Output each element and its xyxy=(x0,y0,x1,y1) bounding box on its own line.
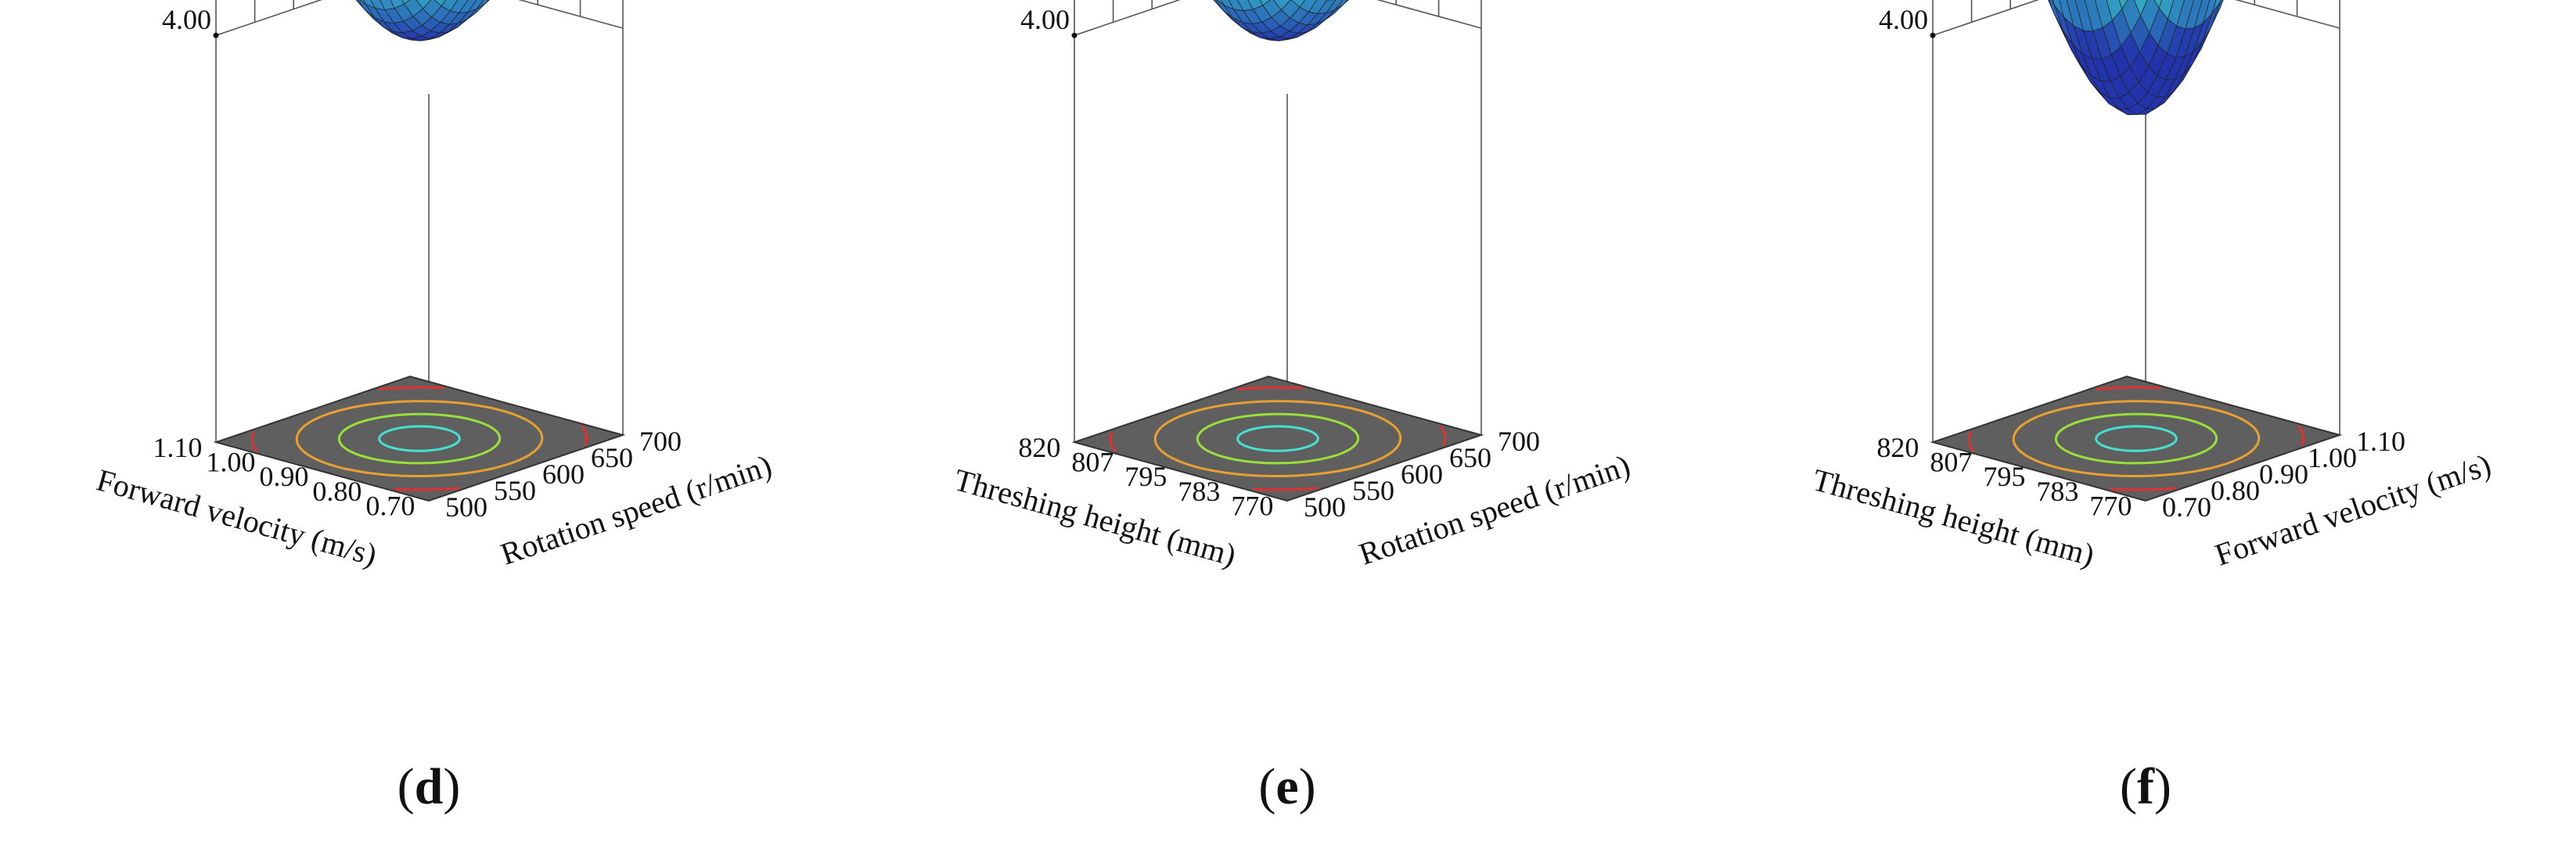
panel-e: 6.505.885.254.634.00Impurity rate (%) 820… xyxy=(858,0,1717,845)
right-tick-label-e: 500 xyxy=(1304,491,1346,523)
z-axis-d: 6.505.885.254.634.00Impurity rate (%) xyxy=(162,4,219,38)
surface-cell-f xyxy=(2134,0,2148,16)
left-tick-label-d: 1.10 xyxy=(153,432,202,463)
response-surface-d xyxy=(355,0,490,41)
contour-line-d-1 xyxy=(378,425,461,452)
left-tick-label-e: 783 xyxy=(1178,476,1220,507)
surface-plot-f: 6.505.885.254.634.00Impurity rate (%) 820… xyxy=(1809,0,2495,573)
left-tick-label-e: 807 xyxy=(1071,447,1114,478)
right-tick-label-f: 0.70 xyxy=(2162,491,2211,523)
left-tick-label-f: 807 xyxy=(1930,447,1972,478)
surface-cell-e xyxy=(1290,0,1306,8)
back-walls-d xyxy=(215,0,624,501)
right-tick-label-f: 0.90 xyxy=(2259,458,2308,490)
surface-cell-f xyxy=(2118,0,2128,10)
surface-cell-d xyxy=(416,0,432,9)
panel-caption-e: (e) xyxy=(1258,758,1316,815)
contour-line-e-3 xyxy=(1153,400,1402,477)
z-axis-e: 6.505.885.254.634.00Impurity rate (%) xyxy=(1020,4,1078,38)
z-tick-mark-d xyxy=(213,32,219,38)
z-tick-label-d: 4.00 xyxy=(162,4,211,35)
left-tick-label-f: 770 xyxy=(2089,491,2132,522)
response-surface-f xyxy=(2048,0,2224,115)
right-tick-label-d: 700 xyxy=(639,426,682,457)
left-tick-label-e: 770 xyxy=(1231,491,1273,522)
contour-floor-f xyxy=(1930,376,2343,502)
surface-cell-e xyxy=(1273,0,1291,11)
contour-line-d-4 xyxy=(250,386,588,491)
surface-cell-e xyxy=(1247,0,1264,10)
surface-cell-d xyxy=(390,0,405,9)
surface-cell-f xyxy=(2106,0,2123,21)
left-tick-label-e: 795 xyxy=(1124,461,1167,492)
contour-line-e-1 xyxy=(1236,425,1319,452)
left-tick-label-d: 1.00 xyxy=(206,447,255,478)
contour-line-f-2 xyxy=(2054,412,2218,465)
left-tick-label-d: 0.80 xyxy=(312,476,362,507)
surface-cell-e xyxy=(1216,0,1225,5)
right-tick-label-f: 1.00 xyxy=(2308,442,2357,473)
z-axis-f: 6.505.885.254.634.00Impurity rate (%) xyxy=(1879,4,1936,38)
contour-line-d-2 xyxy=(337,412,502,465)
z-tick-label-e: 4.00 xyxy=(1020,4,1070,35)
right-tick-label-d: 500 xyxy=(445,491,487,523)
surface-cell-f xyxy=(2153,0,2163,9)
left-tick-label-f: 820 xyxy=(1876,432,1919,463)
contour-line-f-3 xyxy=(2012,400,2261,477)
panel-d: 6.505.885.254.634.00Impurity rate (%) 1.1… xyxy=(0,0,858,845)
right-tick-label-e: 700 xyxy=(1498,426,1540,457)
panel-caption-d: (d) xyxy=(397,758,461,815)
response-surface-e xyxy=(1213,0,1349,41)
surface-cell-d xyxy=(359,0,366,5)
left-tick-label-e: 820 xyxy=(1018,432,1060,463)
contour-line-f-4 xyxy=(1967,386,2305,491)
surface-cell-d xyxy=(485,0,490,4)
contour-floor-e xyxy=(1071,376,1484,502)
left-tick-label-d: 0.90 xyxy=(259,461,308,492)
panel-caption-f: (f) xyxy=(2120,758,2171,815)
right-tick-label-e: 600 xyxy=(1401,458,1443,490)
right-tick-label-d: 550 xyxy=(494,475,536,506)
contour-line-e-4 xyxy=(1109,386,1447,491)
panel-f: 6.505.885.254.634.00Impurity rate (%) 820… xyxy=(1717,0,2575,845)
contour-floor-d xyxy=(213,376,626,502)
right-tick-label-e: 550 xyxy=(1352,475,1394,506)
surface-cell-f xyxy=(2158,0,2175,20)
surface-plot-e: 6.505.885.254.634.00Impurity rate (%) 820… xyxy=(951,0,1635,573)
surface-cell-d xyxy=(401,0,411,5)
right-tick-label-d: 650 xyxy=(591,442,633,473)
right-axis-label-d: Rotation speed (r/min) xyxy=(496,448,775,572)
contour-line-f-1 xyxy=(2095,425,2178,452)
z-tick-mark-e xyxy=(1071,32,1078,38)
right-tick-label-e: 650 xyxy=(1449,442,1491,473)
surface-plot-d: 6.505.885.254.634.00Impurity rate (%) 1.1… xyxy=(93,0,776,573)
right-tick-label-f: 1.10 xyxy=(2356,426,2405,457)
surface-cell-d xyxy=(434,0,446,7)
surface-cell-e xyxy=(1259,0,1271,6)
contour-line-d-3 xyxy=(295,400,544,477)
right-tick-label-f: 0.80 xyxy=(2211,475,2260,506)
right-tick-label-d: 600 xyxy=(542,458,585,490)
contour-line-e-2 xyxy=(1196,412,1360,465)
left-tick-label-d: 0.70 xyxy=(365,491,415,522)
left-tick-label-f: 783 xyxy=(2036,476,2078,507)
right-axis-label-e: Rotation speed (r/min) xyxy=(1355,448,1634,572)
z-tick-label-f: 4.00 xyxy=(1879,4,1928,35)
left-tick-label-f: 795 xyxy=(1983,461,2025,492)
z-tick-mark-f xyxy=(1930,32,1936,38)
